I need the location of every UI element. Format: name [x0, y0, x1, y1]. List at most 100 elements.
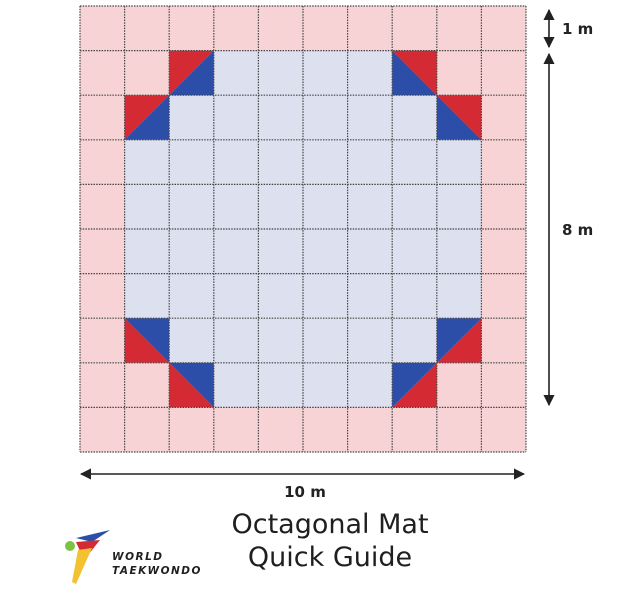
- mat-cell: [481, 273, 526, 319]
- mat-cell: [303, 184, 348, 229]
- mat-cell: [80, 362, 125, 408]
- mat-cell: [481, 362, 526, 408]
- blue-corner-marker: [436, 95, 482, 140]
- logo-line-1: WORLD: [112, 551, 164, 563]
- mat-cell: [392, 139, 437, 185]
- blue-corner-marker: [169, 50, 214, 96]
- blue-corner-marker: [392, 362, 437, 408]
- mat-cell: [124, 229, 170, 274]
- mat-cell: [80, 95, 125, 140]
- mat-cell: [80, 139, 125, 185]
- world-taekwondo-logo: WORLD TAEKWONDO: [62, 528, 212, 588]
- mat-cell: [481, 318, 526, 363]
- mat-cell: [303, 362, 348, 408]
- mat-cell: [258, 50, 303, 96]
- mat-cell: [392, 95, 437, 140]
- mat-cell: [169, 407, 214, 452]
- grid-lines: [79, 5, 527, 453]
- red-corner-marker: [124, 95, 170, 140]
- mat-cell: [347, 407, 393, 452]
- red-corner-marker: [436, 95, 482, 140]
- mat-cell: [213, 273, 259, 319]
- mat-cell: [124, 184, 170, 229]
- mat-cell: [481, 407, 526, 452]
- mat-cell: [258, 184, 303, 229]
- mat-cell: [436, 362, 482, 408]
- mat-cell: [213, 184, 259, 229]
- height-dimension-label: 8 m: [562, 221, 593, 239]
- mat-grid: [80, 6, 526, 452]
- mat-cell: [303, 273, 348, 319]
- red-corner-marker: [392, 362, 437, 408]
- mat-cell: [303, 50, 348, 96]
- mat-cell: [303, 95, 348, 140]
- title-line-2: Quick Guide: [247, 542, 413, 573]
- mat-cell: [347, 318, 393, 363]
- mat-cell: [481, 229, 526, 274]
- mat-cell: [392, 6, 437, 51]
- mat-cell: [347, 6, 393, 51]
- mat-cell: [347, 50, 393, 96]
- mat-cell: [169, 139, 214, 185]
- mat-cell: [169, 229, 214, 274]
- mat-cell: [303, 318, 348, 363]
- mat-cell: [436, 6, 482, 51]
- mat-cell: [169, 273, 214, 319]
- mat-cell: [481, 95, 526, 140]
- blue-corner-marker: [124, 318, 170, 363]
- logo-line-2: TAEKWONDO: [112, 565, 202, 577]
- mat-cell: [80, 6, 125, 51]
- mat-cell: [124, 362, 170, 408]
- page-title: Octagonal Mat Quick Guide: [200, 508, 460, 574]
- mat-cell: [436, 184, 482, 229]
- mat-cell: [392, 407, 437, 452]
- mat-cell: [481, 184, 526, 229]
- mat-cell: [213, 362, 259, 408]
- blue-corner-marker: [436, 318, 482, 363]
- mat-cell: [303, 407, 348, 452]
- mat-cell: [124, 6, 170, 51]
- mat-cell: [436, 229, 482, 274]
- mat-cell: [436, 273, 482, 319]
- mat-cell: [213, 318, 259, 363]
- red-corner-marker: [392, 50, 437, 96]
- mat-cell: [258, 139, 303, 185]
- mat-cell: [80, 50, 125, 96]
- mat-cell: [80, 184, 125, 229]
- mat-cell: [347, 95, 393, 140]
- mat-cell: [213, 95, 259, 140]
- mat-cell: [481, 50, 526, 96]
- mat-cell: [124, 407, 170, 452]
- red-corner-marker: [124, 318, 170, 363]
- mat-cell: [347, 139, 393, 185]
- taekwondo-emblem-icon: [65, 530, 110, 584]
- blue-corner-marker: [392, 50, 437, 96]
- mat-cell: [303, 6, 348, 51]
- mat-cell: [303, 229, 348, 274]
- mat-cell: [258, 273, 303, 319]
- mat-cell: [124, 50, 170, 96]
- mat-cell: [436, 139, 482, 185]
- mat-cell: [303, 139, 348, 185]
- mat-cell: [169, 95, 214, 140]
- mat-cell: [347, 184, 393, 229]
- mat-cell: [213, 139, 259, 185]
- mat-cell: [124, 139, 170, 185]
- mat-cell: [392, 184, 437, 229]
- mat-cell: [213, 50, 259, 96]
- blue-corner-marker: [169, 362, 214, 408]
- mat-cell: [258, 362, 303, 408]
- mat-cell: [258, 6, 303, 51]
- mat-cell: [169, 6, 214, 51]
- mat-cell: [347, 273, 393, 319]
- corner-markers: [124, 50, 482, 408]
- width-dimension-label: 10 m: [284, 483, 326, 501]
- title-line-1: Octagonal Mat: [231, 509, 429, 540]
- blue-corner-marker: [124, 95, 170, 140]
- mat-cell: [169, 184, 214, 229]
- mat-cell: [124, 273, 170, 319]
- mat-cell: [169, 318, 214, 363]
- mat-cell: [436, 50, 482, 96]
- mat-cell: [213, 407, 259, 452]
